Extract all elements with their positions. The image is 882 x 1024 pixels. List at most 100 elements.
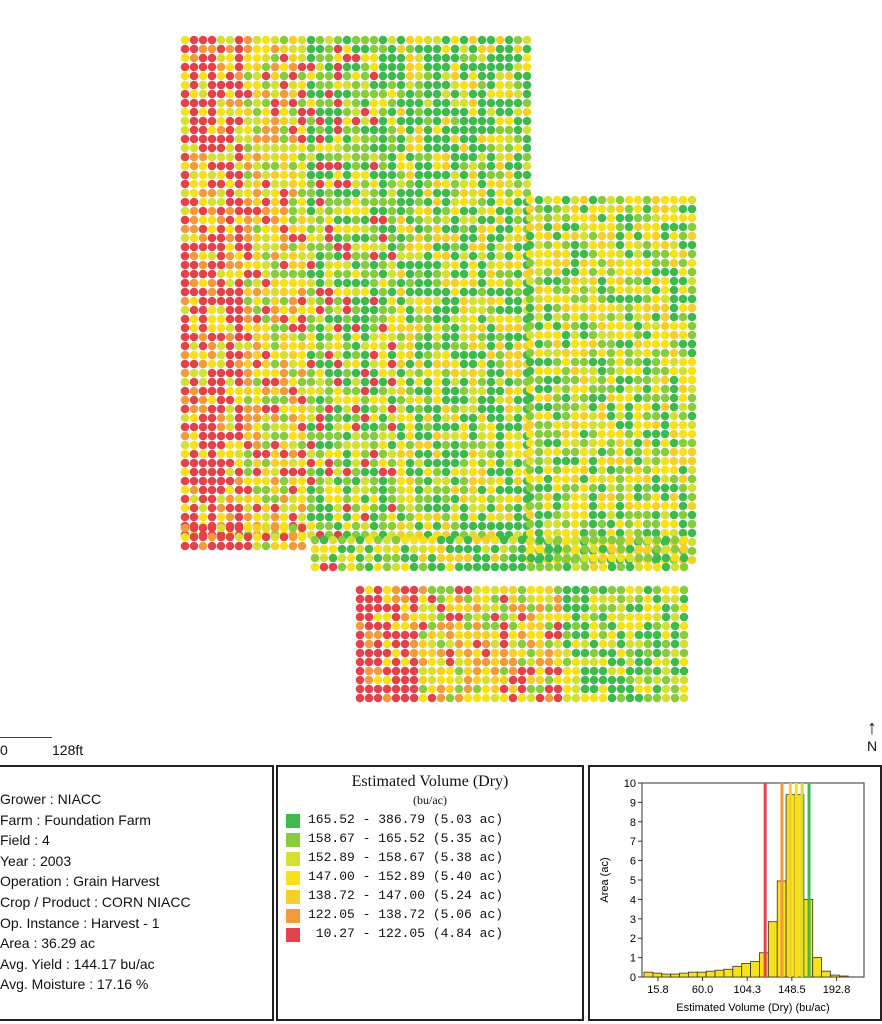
yield-point bbox=[535, 612, 545, 622]
yield-point bbox=[441, 80, 451, 90]
yield-point bbox=[651, 528, 661, 538]
yield-point bbox=[288, 161, 298, 171]
yield-point bbox=[279, 323, 289, 333]
yield-point bbox=[342, 278, 352, 288]
yield-point bbox=[369, 404, 379, 414]
yield-point bbox=[495, 377, 505, 387]
yield-point bbox=[234, 305, 244, 315]
yield-point bbox=[615, 384, 625, 394]
yield-point bbox=[472, 639, 482, 649]
yield-point bbox=[513, 125, 523, 135]
yield-point bbox=[624, 231, 634, 241]
yield-point bbox=[687, 348, 697, 358]
yield-point bbox=[553, 562, 563, 572]
yield-point bbox=[486, 512, 496, 522]
yield-point bbox=[486, 233, 496, 243]
yield-point bbox=[351, 440, 361, 450]
yield-point bbox=[315, 71, 325, 81]
yield-point bbox=[504, 485, 514, 495]
yield-point bbox=[288, 143, 298, 153]
yield-point bbox=[495, 152, 505, 162]
yield-point bbox=[360, 485, 370, 495]
yield-point bbox=[423, 260, 433, 270]
yield-point bbox=[315, 89, 325, 99]
yield-point bbox=[207, 503, 217, 513]
yield-point bbox=[279, 305, 289, 315]
legend-swatch bbox=[286, 871, 300, 885]
yield-point bbox=[624, 375, 634, 385]
yield-point bbox=[459, 287, 469, 297]
yield-point bbox=[624, 303, 634, 313]
yield-point bbox=[279, 404, 289, 414]
yield-point bbox=[441, 476, 451, 486]
yield-point bbox=[198, 523, 208, 533]
yield-point bbox=[391, 657, 401, 667]
yield-point bbox=[198, 170, 208, 180]
yield-point bbox=[553, 648, 563, 658]
yield-point bbox=[261, 224, 271, 234]
yield-point bbox=[306, 134, 316, 144]
yield-point bbox=[306, 521, 316, 531]
yield-point bbox=[234, 233, 244, 243]
yield-point bbox=[261, 80, 271, 90]
yield-point bbox=[333, 422, 343, 432]
yield-point bbox=[369, 503, 379, 513]
yield-point bbox=[351, 53, 361, 63]
yield-point bbox=[207, 260, 217, 270]
yield-point bbox=[369, 269, 379, 279]
yield-point bbox=[360, 53, 370, 63]
yield-point bbox=[454, 603, 464, 613]
yield-point bbox=[513, 386, 523, 396]
yield-point bbox=[634, 693, 644, 703]
yield-point bbox=[579, 294, 589, 304]
yield-point bbox=[468, 413, 478, 423]
yield-point bbox=[643, 612, 653, 622]
yield-point bbox=[552, 510, 562, 520]
yield-point bbox=[652, 594, 662, 604]
yield-point bbox=[477, 521, 487, 531]
yield-point bbox=[625, 553, 635, 563]
yield-point bbox=[597, 231, 607, 241]
yield-point bbox=[315, 116, 325, 126]
yield-point bbox=[315, 98, 325, 108]
yield-point bbox=[615, 330, 625, 340]
yield-point bbox=[669, 222, 679, 232]
yield-point bbox=[477, 323, 487, 333]
yield-point bbox=[660, 402, 670, 412]
yield-point bbox=[373, 562, 383, 572]
yield-point bbox=[504, 71, 514, 81]
histogram-bar bbox=[838, 975, 849, 978]
yield-point bbox=[373, 544, 383, 554]
yield-point bbox=[687, 438, 697, 448]
yield-point bbox=[216, 368, 226, 378]
yield-point bbox=[660, 384, 670, 394]
yield-point bbox=[525, 285, 535, 295]
yield-point bbox=[552, 303, 562, 313]
yield-point bbox=[534, 267, 544, 277]
yield-point bbox=[252, 332, 262, 342]
yield-point bbox=[468, 161, 478, 171]
yield-point bbox=[306, 107, 316, 117]
yield-point bbox=[297, 179, 307, 189]
yield-point bbox=[261, 404, 271, 414]
yield-point bbox=[616, 648, 626, 658]
yield-point bbox=[525, 510, 535, 520]
yield-point bbox=[252, 80, 262, 90]
info-line: Crop / Product : CORN NIACC bbox=[0, 893, 191, 910]
yield-point bbox=[382, 657, 392, 667]
yield-point bbox=[552, 339, 562, 349]
yield-point bbox=[369, 125, 379, 135]
yield-point bbox=[561, 528, 571, 538]
yield-point bbox=[534, 213, 544, 223]
yield-point bbox=[427, 621, 437, 631]
yield-point bbox=[342, 359, 352, 369]
yield-point bbox=[445, 693, 455, 703]
yield-point bbox=[360, 125, 370, 135]
yield-point bbox=[432, 116, 442, 126]
yield-point bbox=[486, 377, 496, 387]
yield-point bbox=[513, 431, 523, 441]
yield-point bbox=[432, 134, 442, 144]
yield-point bbox=[261, 269, 271, 279]
yield-point bbox=[535, 657, 545, 667]
yield-point bbox=[306, 404, 316, 414]
